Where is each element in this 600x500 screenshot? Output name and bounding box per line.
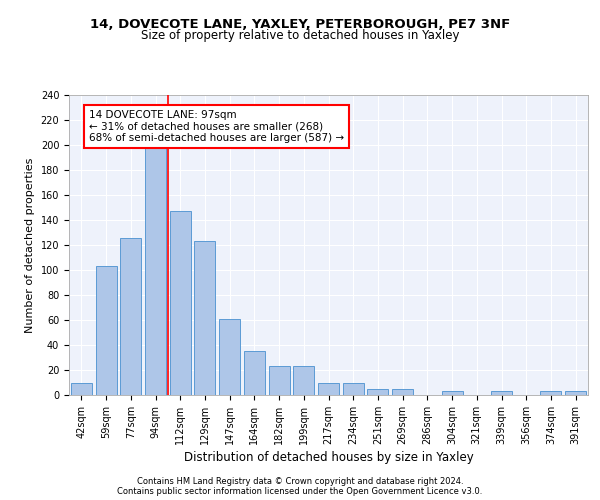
Bar <box>71 382 92 395</box>
Bar <box>392 389 413 395</box>
Bar <box>491 391 512 395</box>
Bar <box>145 148 166 395</box>
Bar <box>269 366 290 395</box>
X-axis label: Distribution of detached houses by size in Yaxley: Distribution of detached houses by size … <box>184 451 473 464</box>
Bar <box>343 382 364 395</box>
Bar <box>95 266 116 395</box>
Bar <box>170 211 191 395</box>
Bar <box>244 351 265 395</box>
Bar <box>194 242 215 395</box>
Y-axis label: Number of detached properties: Number of detached properties <box>25 158 35 332</box>
Text: 14, DOVECOTE LANE, YAXLEY, PETERBOROUGH, PE7 3NF: 14, DOVECOTE LANE, YAXLEY, PETERBOROUGH,… <box>90 18 510 30</box>
Bar <box>293 366 314 395</box>
Bar <box>541 391 562 395</box>
Bar <box>219 319 240 395</box>
Bar <box>318 382 339 395</box>
Text: Size of property relative to detached houses in Yaxley: Size of property relative to detached ho… <box>141 29 459 42</box>
Bar <box>120 238 141 395</box>
Bar <box>367 389 388 395</box>
Bar <box>565 391 586 395</box>
Text: Contains HM Land Registry data © Crown copyright and database right 2024.
Contai: Contains HM Land Registry data © Crown c… <box>118 476 482 496</box>
Text: 14 DOVECOTE LANE: 97sqm
← 31% of detached houses are smaller (268)
68% of semi-d: 14 DOVECOTE LANE: 97sqm ← 31% of detache… <box>89 110 344 143</box>
Bar <box>442 391 463 395</box>
